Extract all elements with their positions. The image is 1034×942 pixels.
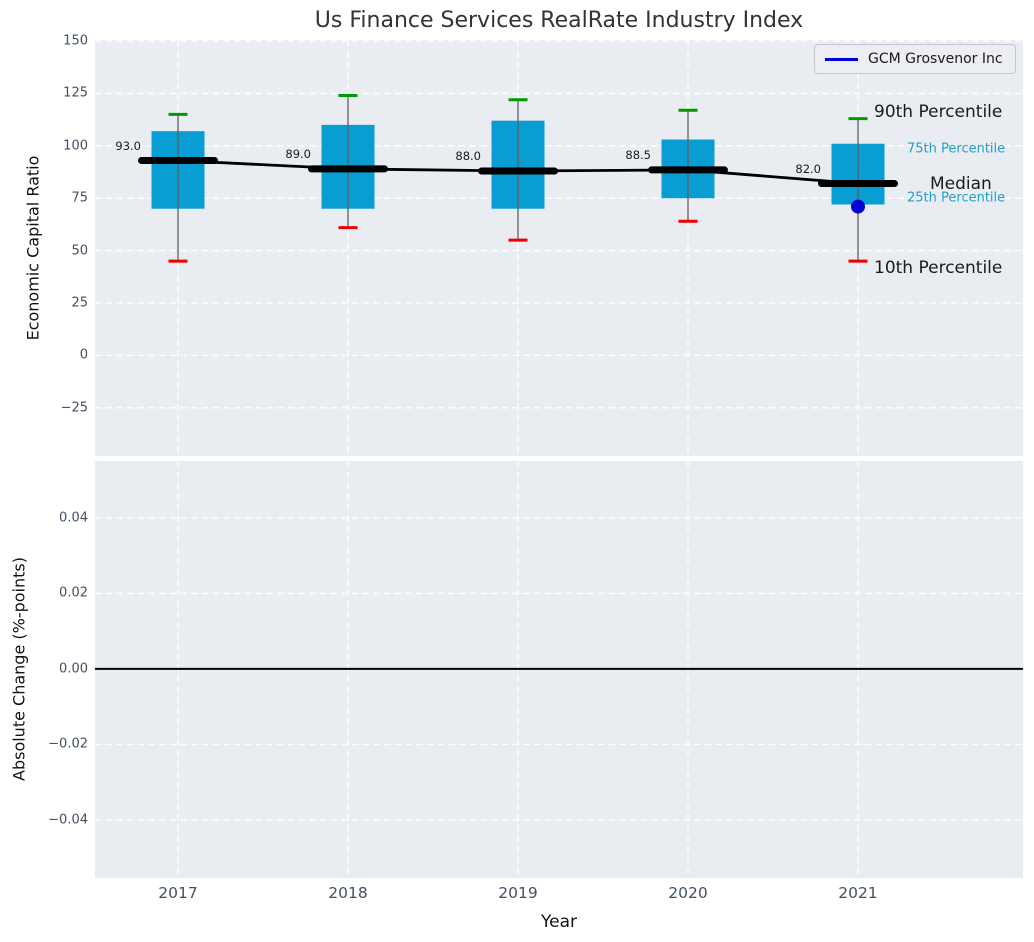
x-tick-label: 2020 (668, 884, 708, 902)
y-tick-label-bottom: 0.04 (59, 510, 88, 526)
x-tick-label: 2017 (158, 884, 198, 902)
legend: GCM Grosvenor Inc (814, 44, 1016, 74)
y-tick-label-top: 150 (63, 33, 88, 49)
y-tick-label-top: 125 (63, 85, 88, 101)
y-tick-label-bottom: 0.02 (59, 585, 88, 601)
median-value-label: 89.0 (285, 147, 311, 162)
x-axis-label: Year (541, 912, 577, 932)
x-tick-label: 2021 (838, 884, 878, 902)
y-tick-label-bottom: −0.04 (48, 812, 88, 828)
legend-label: GCM Grosvenor Inc (868, 51, 1003, 67)
y-tick-label-top: 25 (71, 295, 88, 311)
annotation-median: Median (930, 173, 992, 194)
annotation-75th-percentile: 75th Percentile (907, 141, 1006, 157)
company-point-2021 (851, 199, 865, 214)
top-panel (95, 40, 1023, 456)
y-tick-label-top: 100 (63, 138, 88, 154)
y-tick-label-top: −25 (60, 400, 88, 416)
legend-line-icon (825, 57, 858, 61)
chart-title: Us Finance Services RealRate Industry In… (314, 8, 804, 33)
median-value-label: 82.0 (795, 162, 821, 177)
annotation-90th-percentile: 90th Percentile (874, 101, 1003, 122)
y-tick-label-top: 75 (71, 190, 88, 206)
x-tick-label: 2019 (498, 884, 538, 902)
median-value-label: 93.0 (115, 139, 141, 153)
y-tick-label-bottom: −0.02 (48, 736, 88, 752)
y-tick-label-top: 0 (79, 347, 88, 363)
median-value-label: 88.0 (455, 149, 481, 164)
median-value-label: 88.5 (625, 148, 651, 163)
annotation-25th-percentile: 25th Percentile (907, 190, 1006, 205)
annotation-10th-percentile: 10th Percentile (874, 258, 1003, 279)
y-tick-label-top: 50 (71, 243, 88, 259)
x-tick-label: 2018 (328, 884, 368, 902)
y-tick-label-bottom: 0.00 (59, 661, 88, 677)
